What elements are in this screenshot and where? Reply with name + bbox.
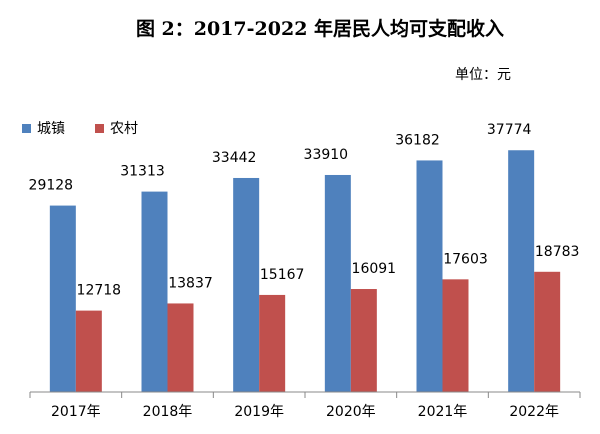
x-tick-label: 2017年 bbox=[51, 404, 101, 420]
bar bbox=[508, 150, 535, 392]
bar bbox=[167, 303, 194, 392]
value-label: 17603 bbox=[443, 251, 488, 267]
bar bbox=[259, 294, 286, 392]
bar bbox=[350, 289, 377, 392]
legend-swatch bbox=[22, 124, 31, 133]
legend-swatch bbox=[95, 124, 104, 133]
bar bbox=[233, 177, 260, 392]
unit-label: 单位：元 bbox=[455, 67, 511, 83]
bar bbox=[442, 279, 469, 392]
value-label: 37774 bbox=[487, 122, 532, 138]
legend-label: 城镇 bbox=[37, 121, 65, 137]
bar bbox=[75, 310, 102, 392]
value-label: 18783 bbox=[535, 244, 580, 260]
x-tick-label: 2022年 bbox=[509, 404, 559, 420]
legend-label: 农村 bbox=[110, 121, 138, 137]
value-label: 33910 bbox=[304, 147, 349, 163]
bar bbox=[324, 174, 351, 392]
x-tick-label: 2019年 bbox=[234, 404, 284, 420]
bar bbox=[416, 160, 443, 392]
x-tick-label: 2018年 bbox=[143, 404, 193, 420]
bar bbox=[141, 191, 168, 392]
value-label: 13837 bbox=[168, 275, 213, 291]
value-label: 33442 bbox=[212, 150, 257, 166]
bar bbox=[534, 271, 561, 392]
x-tick-label: 2020年 bbox=[326, 404, 376, 420]
x-tick-label: 2021年 bbox=[418, 404, 468, 420]
value-label: 36182 bbox=[395, 132, 440, 148]
value-label: 15167 bbox=[260, 267, 305, 283]
value-label: 12718 bbox=[77, 283, 122, 299]
value-label: 16091 bbox=[352, 261, 397, 277]
chart-title: 图 2：2017-2022 年居民人均可支配收入 bbox=[136, 17, 504, 40]
value-label: 31313 bbox=[120, 164, 165, 180]
value-label: 29128 bbox=[29, 178, 74, 194]
bar bbox=[49, 205, 76, 392]
